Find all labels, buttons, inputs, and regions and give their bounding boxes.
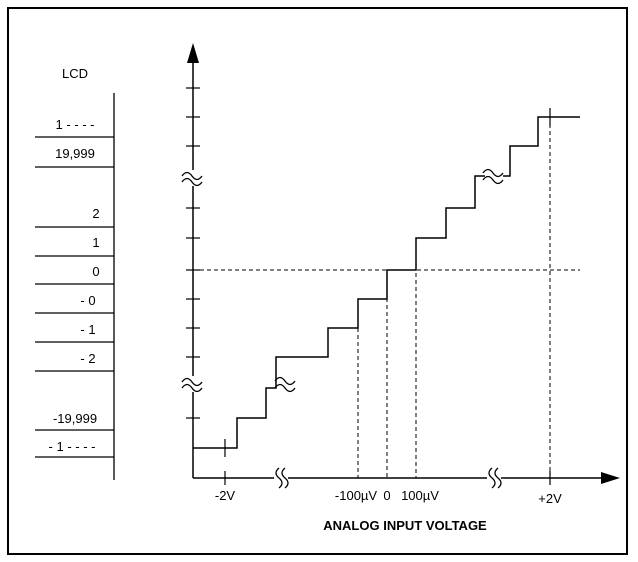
arrowhead-icon (601, 472, 620, 484)
reference-lines (193, 117, 580, 478)
axis-break-icon (274, 376, 296, 393)
lcd-reading: 1 - - - - (56, 117, 95, 132)
x-tick-label: +2V (538, 491, 562, 506)
lcd-reading: - 2 (80, 351, 95, 366)
lcd-reading: 2 (92, 206, 99, 221)
x-tick-label: -2V (215, 488, 236, 503)
x-axis-title: ANALOG INPUT VOLTAGE (323, 518, 487, 533)
lcd-reading: - 1 (80, 322, 95, 337)
lcd-reading: 19,999 (55, 146, 95, 161)
axis-break-icon (181, 170, 203, 187)
x-tick-label: -100µV (335, 488, 378, 503)
lcd-reading: - 0 (80, 293, 95, 308)
x-tick-label: 100µV (401, 488, 439, 503)
lcd-panel: LCD 1 - - - - 19,999 2 1 0 - 0 - 1 - 2 -… (35, 66, 115, 480)
lcd-reading: 0 (92, 264, 99, 279)
lcd-reading: -19,999 (53, 411, 97, 426)
axis-break-icon (274, 467, 289, 489)
axis-break-icon (482, 168, 504, 185)
x-axis-ticks (224, 471, 551, 485)
step-centers (224, 108, 551, 457)
x-tick-label: 0 (383, 488, 390, 503)
lcd-reading: 1 (92, 235, 99, 250)
arrowhead-icon (187, 43, 199, 63)
lcd-header: LCD (62, 66, 88, 81)
figure-frame (7, 7, 628, 555)
axis-break-icon (181, 376, 203, 393)
lcd-reading: - 1 - - - - (49, 439, 96, 454)
axis-break-icon (487, 467, 502, 489)
axes (192, 60, 605, 479)
transfer-staircase (193, 116, 580, 449)
